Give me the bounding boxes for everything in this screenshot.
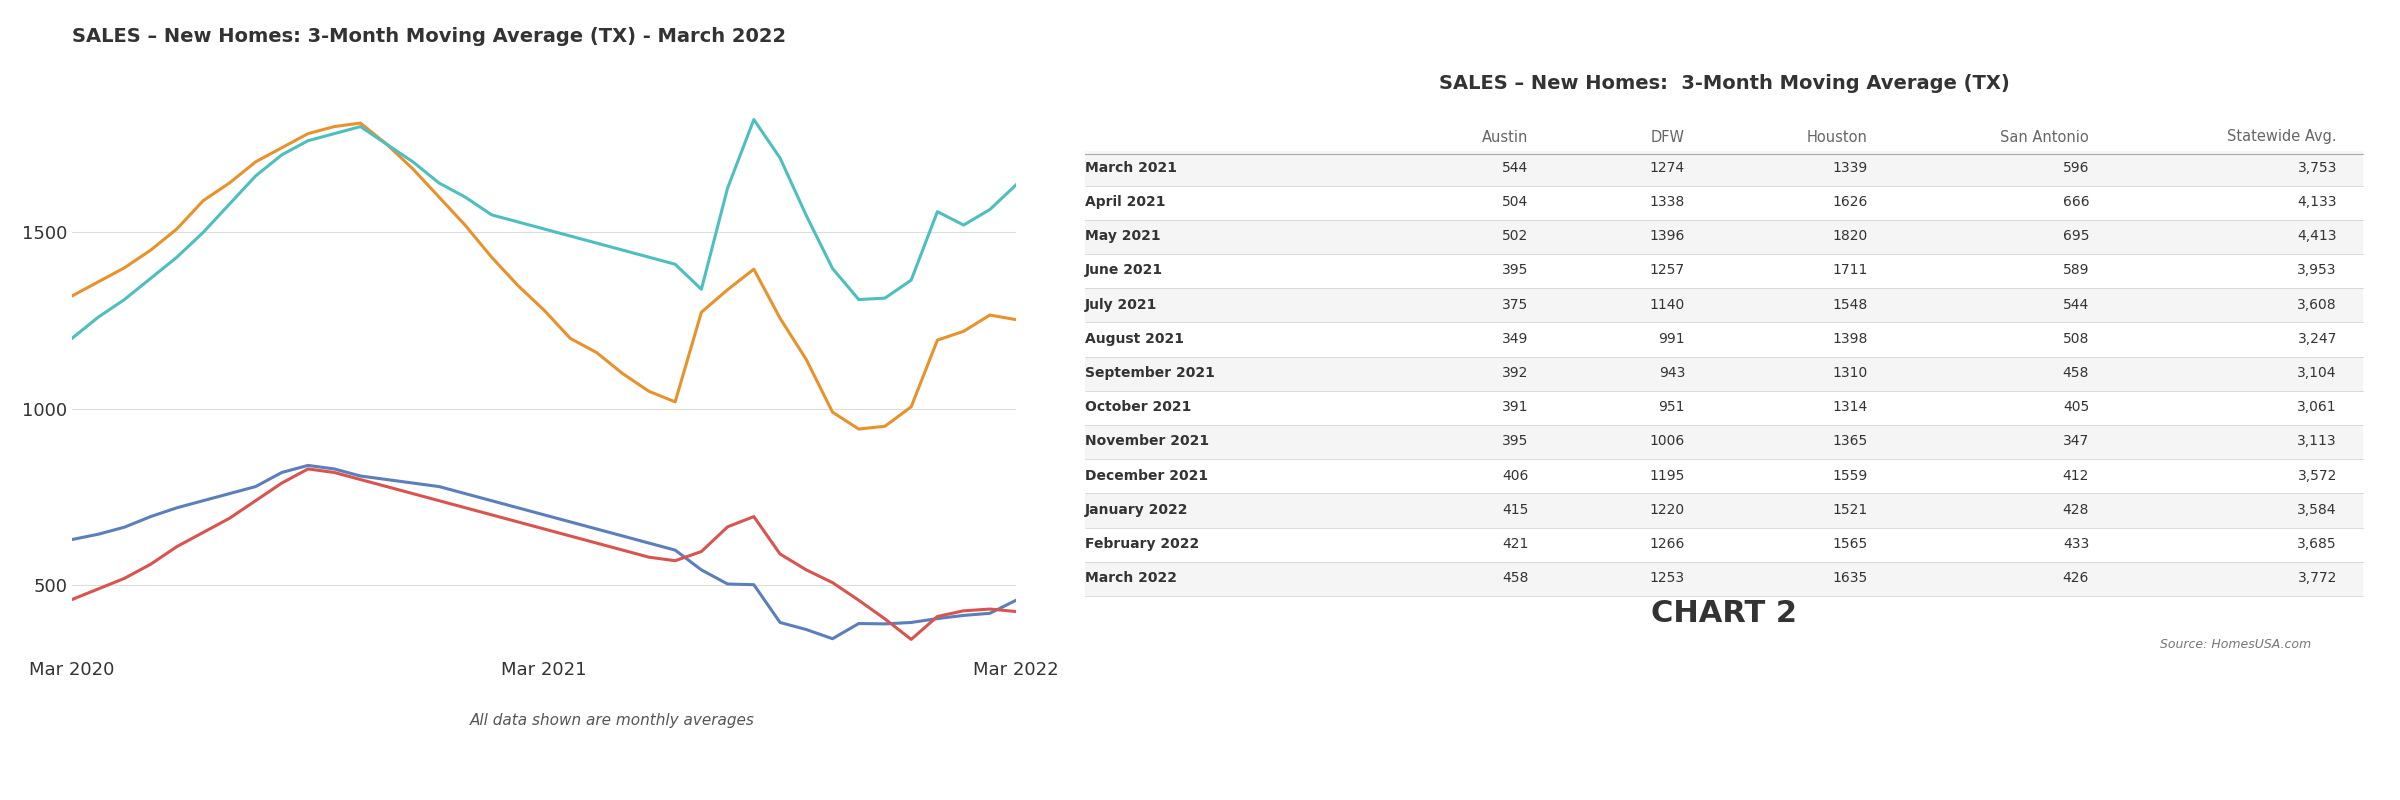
- Text: 1257: 1257: [1649, 263, 1685, 278]
- FancyBboxPatch shape: [1085, 151, 2364, 186]
- Text: 433: 433: [2064, 537, 2088, 551]
- Text: 3,572: 3,572: [2297, 469, 2338, 482]
- Text: 1253: 1253: [1649, 571, 1685, 585]
- Text: 943: 943: [1658, 366, 1685, 380]
- Text: November 2021: November 2021: [1085, 434, 1210, 448]
- Text: 1820: 1820: [1831, 229, 1867, 243]
- Text: 1140: 1140: [1649, 298, 1685, 311]
- Text: March 2021: March 2021: [1085, 161, 1178, 174]
- Text: 1548: 1548: [1831, 298, 1867, 311]
- Text: 3,247: 3,247: [2297, 332, 2338, 346]
- Text: 695: 695: [2062, 229, 2088, 243]
- FancyBboxPatch shape: [1085, 357, 2364, 390]
- Text: February 2022: February 2022: [1085, 537, 1200, 551]
- Text: 3,953: 3,953: [2297, 263, 2338, 278]
- Text: 3,772: 3,772: [2297, 571, 2338, 585]
- Text: 544: 544: [2064, 298, 2088, 311]
- Text: 347: 347: [2064, 434, 2088, 448]
- Text: December 2021: December 2021: [1085, 469, 1210, 482]
- Text: 3,113: 3,113: [2297, 434, 2338, 448]
- FancyBboxPatch shape: [1085, 494, 2364, 527]
- Text: 426: 426: [2064, 571, 2088, 585]
- Text: 508: 508: [2064, 332, 2088, 346]
- Text: DFW: DFW: [1651, 130, 1685, 145]
- Text: 1314: 1314: [1831, 400, 1867, 414]
- Text: 458: 458: [1502, 571, 1529, 585]
- Text: Statewide Avg.: Statewide Avg.: [2227, 130, 2338, 145]
- Text: 3,753: 3,753: [2297, 161, 2338, 174]
- Text: 991: 991: [1658, 332, 1685, 346]
- Text: 1565: 1565: [1831, 537, 1867, 551]
- Text: 458: 458: [2064, 366, 2088, 380]
- Text: 415: 415: [1502, 502, 1529, 517]
- Text: 428: 428: [2064, 502, 2088, 517]
- FancyBboxPatch shape: [1085, 562, 2364, 596]
- Text: 1339: 1339: [1831, 161, 1867, 174]
- Text: July 2021: July 2021: [1085, 298, 1157, 311]
- FancyBboxPatch shape: [1085, 220, 2364, 254]
- Text: 544: 544: [1502, 161, 1529, 174]
- Text: April 2021: April 2021: [1085, 195, 1166, 209]
- Text: 1220: 1220: [1649, 502, 1685, 517]
- Text: October 2021: October 2021: [1085, 400, 1193, 414]
- Text: August 2021: August 2021: [1085, 332, 1183, 346]
- Text: Source: HomesUSA.com: Source: HomesUSA.com: [2160, 638, 2311, 650]
- Text: June 2021: June 2021: [1085, 263, 1164, 278]
- Text: 392: 392: [1502, 366, 1529, 380]
- Text: 375: 375: [1502, 298, 1529, 311]
- Text: Houston: Houston: [1807, 130, 1867, 145]
- Text: 391: 391: [1502, 400, 1529, 414]
- Text: 1626: 1626: [1831, 195, 1867, 209]
- Text: SALES – New Homes:  3-Month Moving Average (TX): SALES – New Homes: 3-Month Moving Averag…: [1438, 74, 2009, 93]
- Text: 1006: 1006: [1649, 434, 1685, 448]
- Text: 1559: 1559: [1831, 469, 1867, 482]
- Text: 405: 405: [2064, 400, 2088, 414]
- Text: 3,104: 3,104: [2297, 366, 2338, 380]
- Text: CHART 2: CHART 2: [1651, 599, 1798, 629]
- Text: 3,608: 3,608: [2297, 298, 2338, 311]
- Text: March 2022: March 2022: [1085, 571, 1178, 585]
- Text: 502: 502: [1502, 229, 1529, 243]
- Text: 1396: 1396: [1649, 229, 1685, 243]
- Text: 1711: 1711: [1831, 263, 1867, 278]
- Text: September 2021: September 2021: [1085, 366, 1214, 380]
- Text: 589: 589: [2062, 263, 2088, 278]
- Text: 421: 421: [1502, 537, 1529, 551]
- Text: 596: 596: [2062, 161, 2088, 174]
- FancyBboxPatch shape: [1085, 288, 2364, 322]
- Text: Austin: Austin: [1483, 130, 1529, 145]
- Text: 1310: 1310: [1831, 366, 1867, 380]
- Text: 1266: 1266: [1649, 537, 1685, 551]
- Text: 406: 406: [1502, 469, 1529, 482]
- Text: 951: 951: [1658, 400, 1685, 414]
- FancyBboxPatch shape: [1085, 425, 2364, 459]
- Text: 1365: 1365: [1831, 434, 1867, 448]
- Text: 395: 395: [1502, 434, 1529, 448]
- Text: San Antonio: San Antonio: [2002, 130, 2088, 145]
- Text: 3,685: 3,685: [2297, 537, 2338, 551]
- Text: 3,584: 3,584: [2297, 502, 2338, 517]
- Text: 1635: 1635: [1831, 571, 1867, 585]
- Text: 4,413: 4,413: [2297, 229, 2338, 243]
- Text: SALES – New Homes: 3-Month Moving Average (TX) - March 2022: SALES – New Homes: 3-Month Moving Averag…: [72, 27, 787, 46]
- Text: 1398: 1398: [1831, 332, 1867, 346]
- Text: 1274: 1274: [1649, 161, 1685, 174]
- Text: 349: 349: [1502, 332, 1529, 346]
- Text: 395: 395: [1502, 263, 1529, 278]
- Text: 3,061: 3,061: [2297, 400, 2338, 414]
- Text: 666: 666: [2062, 195, 2088, 209]
- Text: 4,133: 4,133: [2297, 195, 2338, 209]
- Text: 412: 412: [2064, 469, 2088, 482]
- Text: 504: 504: [1502, 195, 1529, 209]
- Text: 1195: 1195: [1649, 469, 1685, 482]
- Text: 1338: 1338: [1649, 195, 1685, 209]
- Text: 1521: 1521: [1831, 502, 1867, 517]
- Text: January 2022: January 2022: [1085, 502, 1188, 517]
- Text: May 2021: May 2021: [1085, 229, 1162, 243]
- Text: All data shown are monthly averages: All data shown are monthly averages: [470, 713, 754, 727]
